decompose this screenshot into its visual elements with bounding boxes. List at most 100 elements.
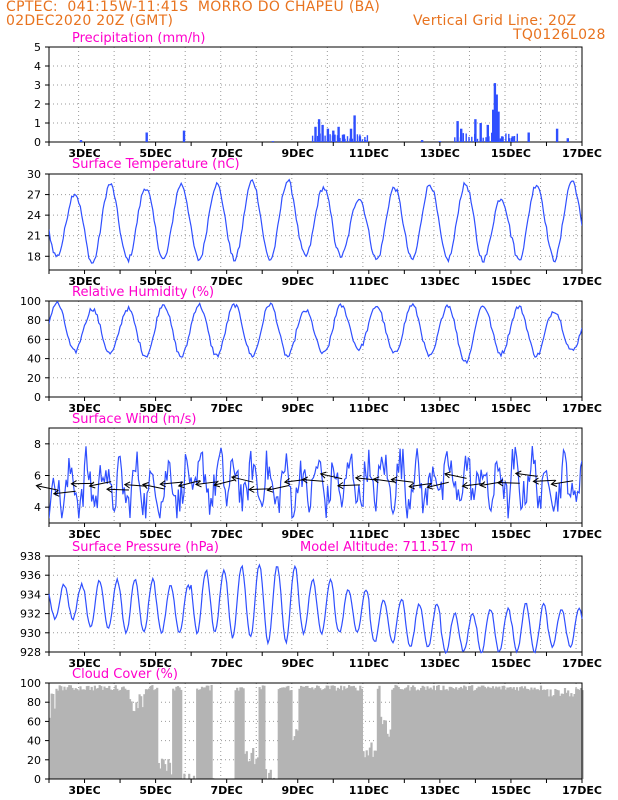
- precip-bar: [485, 137, 487, 142]
- x-tick-label: 9DEC: [282, 528, 314, 541]
- wind-arrow: [267, 485, 289, 491]
- cloud-bar: [234, 690, 237, 779]
- cloud-bar: [258, 687, 261, 779]
- cloud-bar: [308, 688, 311, 779]
- cloud-bar: [168, 762, 172, 779]
- x-tick-label: 7DEC: [210, 784, 242, 797]
- cloud-bar: [164, 764, 167, 779]
- humidity-panel: 0 20 40 60 80 100 3DEC 5DEC 7DEC 9DEC 11DEC 13DEC 15…: [20, 285, 602, 415]
- y-tick-label: 934: [20, 588, 41, 601]
- precip-bar: [321, 135, 324, 142]
- cloud-bar: [320, 690, 323, 779]
- wind-arrowhead: [319, 471, 327, 479]
- cloud-bar: [380, 716, 383, 779]
- cloud-bars: [49, 684, 584, 779]
- x-tick-label: 13DEC: [420, 275, 460, 288]
- precip-bar: [492, 109, 495, 142]
- cloud-bar: [451, 688, 455, 779]
- header-grid-note: Vertical Grid Line: 20Z: [413, 13, 577, 29]
- y-tick-label: 40: [27, 353, 41, 366]
- precip-bar: [513, 136, 516, 142]
- cloud-bar: [338, 688, 341, 779]
- cloud-bar: [399, 689, 402, 779]
- cloud-bar: [552, 695, 555, 779]
- cloud-bar: [117, 690, 120, 779]
- cloud-bar: [402, 689, 405, 779]
- cloud-bar: [49, 717, 52, 779]
- cloud-bar: [517, 690, 520, 779]
- precip-bar: [349, 128, 353, 142]
- cloud-bar: [295, 729, 298, 779]
- wind-arrow: [124, 484, 147, 487]
- precip-bar: [344, 138, 346, 142]
- cloud-bar: [384, 720, 387, 779]
- cloud-bar: [175, 686, 178, 779]
- precip-bar: [486, 124, 489, 142]
- cloud-bar: [138, 694, 141, 779]
- cloud-bar: [509, 687, 512, 779]
- cloud-bar: [144, 689, 148, 779]
- cloud-bar: [314, 687, 317, 779]
- cloud-bar: [176, 686, 180, 779]
- x-tick-label: 13DEC: [420, 784, 460, 797]
- wind-arrow: [462, 482, 485, 487]
- cloud-bar: [240, 687, 244, 779]
- cloud-bar: [573, 694, 576, 779]
- wind-line: [49, 446, 582, 520]
- cloud-bar: [149, 685, 152, 779]
- cloud-bar: [247, 761, 250, 779]
- precip-bar: [471, 136, 473, 142]
- cloud-bar: [439, 690, 442, 779]
- cloud-bar: [562, 693, 565, 779]
- cloud-bar: [100, 686, 103, 779]
- cloud-bar: [298, 688, 301, 779]
- cloud-bar: [568, 696, 571, 779]
- cloud-bar: [242, 688, 245, 779]
- wind-arrows: [35, 470, 574, 497]
- cloud-bar: [309, 688, 312, 779]
- cloud-bar: [436, 685, 439, 779]
- precip-bar: [479, 123, 482, 142]
- cloud-bar: [530, 687, 533, 779]
- cloud-bar: [469, 685, 472, 779]
- cloud-bar: [319, 688, 322, 779]
- cloud-bar: [480, 685, 483, 779]
- cloud-bar: [365, 750, 368, 779]
- wind-arrowhead: [106, 485, 113, 493]
- cloud-bar: [415, 690, 418, 779]
- cloud-bar: [95, 688, 98, 779]
- precip-bar: [459, 137, 462, 142]
- cloud-bar: [106, 687, 109, 779]
- cloud-bar: [85, 686, 88, 779]
- cloud-bar: [288, 690, 291, 779]
- cloud-bar: [544, 690, 547, 779]
- precip-bar: [496, 134, 499, 142]
- cloud-bar: [92, 690, 95, 779]
- cloud-bar: [68, 685, 71, 779]
- wind-arrow: [302, 479, 325, 482]
- x-tick-label: 7DEC: [210, 402, 242, 415]
- wind-arrowhead: [479, 481, 487, 489]
- cloud-bar: [376, 688, 379, 779]
- precip-bar: [317, 119, 321, 142]
- wind-arrowhead: [248, 485, 255, 493]
- y-tick-label: 100: [20, 677, 41, 690]
- cloud-bar: [557, 690, 560, 779]
- cloud-bar: [159, 768, 162, 779]
- y-tick-label: 928: [20, 646, 41, 659]
- cloud-bar: [461, 688, 464, 779]
- precip-bar: [331, 135, 334, 142]
- precip-bar: [456, 121, 459, 142]
- x-tick-label: 9DEC: [282, 657, 314, 670]
- cloud-bar: [57, 690, 60, 779]
- cloud-bar: [284, 687, 287, 779]
- cloud-bar: [79, 686, 82, 779]
- x-tick-label: 9DEC: [282, 147, 314, 160]
- precip-bar: [508, 133, 510, 142]
- y-tick-label: 24: [27, 209, 41, 222]
- precipitation-panel: 0 1 2 3 4 5 3DEC 5DEC 7DEC 9DEC 11DEC 13DEC 15DEC 17D…: [34, 31, 602, 160]
- cloud-bar: [50, 693, 53, 779]
- cloud-bar: [304, 686, 307, 779]
- header-station: CPTEC: 041:15W-11:41S MORRO DO CHAPEU (B…: [6, 0, 381, 15]
- wind-arrow: [160, 481, 183, 485]
